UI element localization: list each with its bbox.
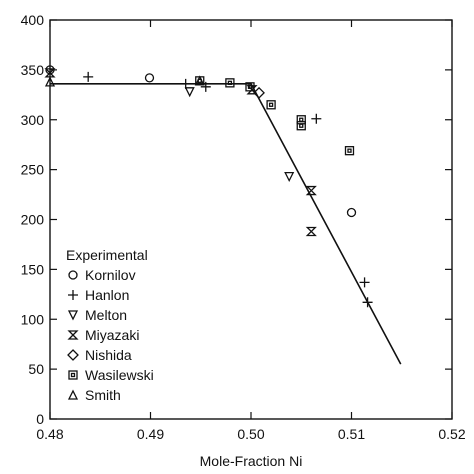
y-tick-label: 300 — [21, 112, 45, 128]
legend-marker-kornilov — [68, 270, 78, 280]
point-miyazaki — [305, 226, 317, 237]
y-tick-label: 0 — [36, 411, 44, 427]
point-wasilewski — [344, 146, 355, 156]
y-tick-label: 200 — [21, 212, 45, 228]
legend-label-hanlon: Hanlon — [85, 287, 129, 303]
data-points — [44, 65, 373, 308]
x-tick-label: 0.49 — [137, 426, 164, 442]
fit-line — [50, 83, 402, 365]
x-tick-label: 0.51 — [338, 426, 365, 442]
x-axis-title: Mole-Fraction Ni — [200, 453, 303, 469]
point-hanlon — [362, 297, 373, 308]
legend-label-smith: Smith — [85, 387, 121, 403]
y-tick-label: 150 — [21, 261, 45, 277]
y-tick-label: 400 — [21, 12, 45, 28]
x-tick-label: 0.52 — [438, 426, 465, 442]
point-miyazaki — [305, 185, 317, 196]
legend-label-nishida: Nishida — [85, 347, 132, 363]
point-hanlon — [83, 71, 94, 82]
y-tick-label: 350 — [21, 62, 45, 78]
y-tick-label: 50 — [28, 361, 44, 377]
legend-label-wasilewski: Wasilewski — [85, 367, 154, 383]
legend-marker-hanlon — [68, 290, 78, 300]
point-wasilewski — [266, 100, 276, 110]
point-kornilov — [144, 73, 155, 83]
axes: 0.48 0.49 0.50 0.51 0.52 0 50 100 150 200 250 300 35… — [21, 12, 466, 442]
point-melton — [184, 87, 195, 98]
legend-marker-wasilewski — [68, 370, 78, 380]
legend-title: Experimental — [66, 247, 148, 263]
legend-label-miyazaki: Miyazaki — [85, 327, 139, 343]
point-hanlon — [359, 277, 370, 288]
y-tick-label: 100 — [21, 311, 45, 327]
point-wasilewski — [225, 78, 235, 88]
point-wasilewski — [245, 82, 255, 92]
point-kornilov — [346, 207, 357, 218]
point-smith — [44, 76, 56, 87]
legend-marker-miyazaki — [67, 330, 79, 340]
point-miyazaki — [44, 68, 56, 78]
y-tick-label: 250 — [21, 162, 45, 178]
legend-marker-smith — [67, 389, 79, 400]
legend-marker-nishida — [67, 349, 79, 361]
fit-line-group — [50, 83, 402, 365]
point-melton — [284, 171, 295, 183]
legend-label-kornilov: Kornilov — [85, 267, 136, 283]
legend-label-melton: Melton — [85, 307, 127, 323]
point-hanlon — [200, 81, 211, 92]
point-hanlon — [311, 113, 322, 124]
legend: Experimental Kornilov Hanlon Melton Miyazak… — [66, 247, 154, 403]
legend-marker-melton — [67, 310, 79, 321]
point-nishida — [253, 86, 265, 99]
point-smith — [194, 75, 205, 86]
x-tick-label: 0.50 — [237, 426, 264, 442]
point-kornilov — [45, 65, 55, 75]
x-tick-label: 0.48 — [36, 426, 63, 442]
point-wasilewski — [296, 115, 306, 125]
point-wasilewski — [296, 121, 306, 131]
